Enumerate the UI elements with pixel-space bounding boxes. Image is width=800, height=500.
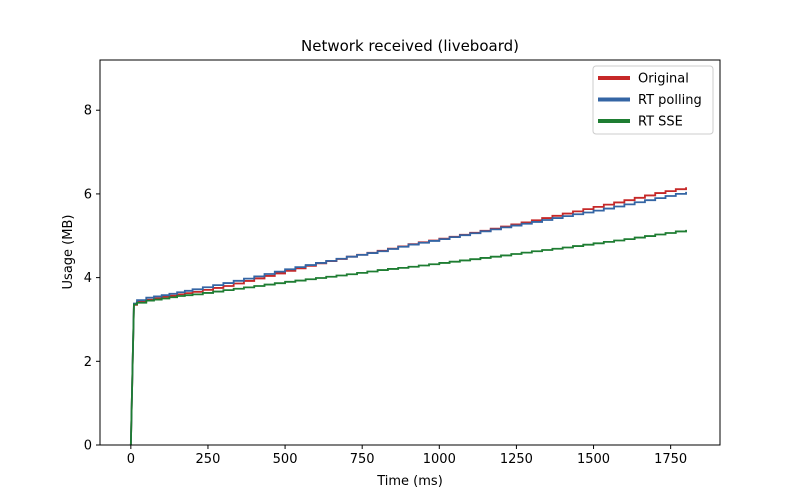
x-tick-label: 250 (196, 452, 221, 467)
legend-label: Original (638, 72, 689, 87)
chart-title: Network received (liveboard) (301, 37, 519, 55)
series-group (129, 187, 687, 446)
x-axis: 0 250 500 750 1000 1250 1500 1750 (127, 445, 687, 467)
x-tick-label: 1750 (654, 452, 687, 467)
y-tick-label: 8 (84, 104, 92, 119)
y-tick-label: 2 (84, 355, 92, 370)
y-tick-label: 0 (84, 439, 92, 454)
legend-label: RT SSE (638, 115, 683, 130)
x-axis-label: Time (ms) (376, 474, 443, 489)
plot-area-frame (99, 59, 721, 446)
x-tick-label: 0 (127, 452, 135, 467)
series-line-original (129, 187, 687, 446)
legend-box (592, 65, 714, 135)
series-line-rt-polling (129, 191, 687, 446)
x-tick-label: 500 (273, 452, 298, 467)
y-axis-label: Usage (MB) (61, 215, 76, 290)
x-tick-label: 1000 (423, 452, 456, 467)
y-tick-label: 6 (84, 187, 92, 202)
x-tick-label: 750 (350, 452, 375, 467)
legend: Original RT polling RT SSE (592, 65, 714, 135)
series-line-rt-sse (129, 229, 687, 446)
y-axis: 0 2 4 6 8 (84, 104, 100, 454)
legend-label: RT polling (638, 93, 702, 108)
y-tick-label: 4 (84, 271, 92, 286)
x-tick-label: 1500 (577, 452, 610, 467)
x-tick-label: 1250 (500, 452, 533, 467)
